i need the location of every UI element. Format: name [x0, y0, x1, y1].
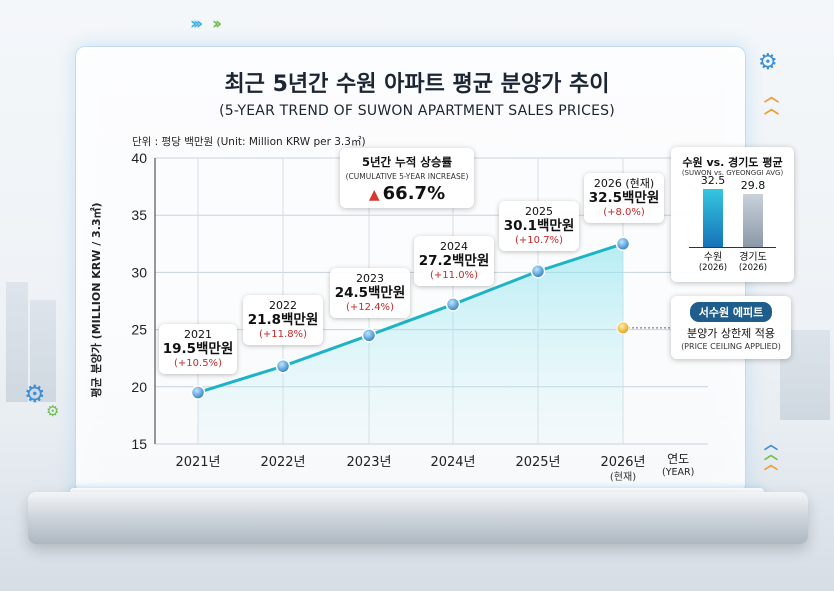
x-tick-sublabel: (현재)	[610, 471, 636, 483]
data-label-change: (+8.0%)	[603, 207, 645, 218]
comparison-category-name: 수원	[703, 252, 723, 263]
x-tick-label: 2023년	[346, 455, 391, 470]
series-line	[197, 242, 624, 394]
y-tick-label: 25	[131, 322, 147, 338]
comparison-category-label: 경기도 (2026)	[731, 252, 775, 274]
background-building	[30, 300, 56, 402]
data-label-year: 2023	[356, 272, 384, 285]
up-triangle-icon: ▲	[368, 187, 380, 203]
data-label-callout: 2022 21.8백만원 (+11.8%)	[243, 295, 323, 345]
comparison-value-label: 32.5	[700, 174, 726, 188]
data-label-value: 21.8백만원	[247, 312, 319, 328]
comparison-title: 수원 vs. 경기도 평균	[682, 156, 783, 169]
data-label-callout: 2025 30.1백만원 (+10.7%)	[499, 201, 579, 251]
price-ceiling-box: 서수원 에피트 분양가 상한제 적용 (PRICE CEILING APPLIE…	[671, 296, 791, 359]
x-tick-label: 2026년	[600, 455, 645, 470]
comparison-subtitle: (SUWON vs. GYEONGGI AVG)	[681, 169, 784, 177]
y-tick-label: 15	[131, 436, 147, 452]
comparison-category-year: (2026)	[738, 263, 768, 273]
data-label-callout: 2021 19.5백만원 (+10.5%)	[159, 324, 237, 374]
data-label-year: 2024	[440, 240, 468, 253]
x-tick-label: 2022년	[260, 455, 305, 470]
cumulative-subtitle: (CUMULATIVE 5-YEAR INCREASE)	[345, 172, 469, 181]
data-point	[275, 358, 291, 374]
data-label-year: 2021	[184, 328, 212, 341]
y-tick-label: 30	[131, 264, 147, 280]
ceiling-badge: 서수원 에피트	[689, 302, 773, 322]
ceiling-line1: 분양가 상한제 적용	[687, 327, 775, 340]
x-tick-label: 2025년	[515, 455, 560, 470]
data-point	[445, 297, 461, 312]
data-point	[190, 385, 206, 400]
data-label-change: (+12.4%)	[346, 302, 394, 313]
y-tick-label: 40	[131, 150, 147, 166]
ceiling-marker	[616, 321, 630, 335]
gear-icon: ⚙	[758, 50, 778, 75]
x-axis-title: 연도 (YEAR)	[662, 452, 694, 480]
data-label-change: (+11.8%)	[259, 329, 307, 340]
data-label-callout: 2024 27.2백만원 (+11.0%)	[414, 236, 494, 286]
cumulative-value: 66.7%	[382, 183, 446, 204]
data-label-year: 2026 (현재)	[593, 177, 655, 190]
cumulative-increase-box: 5년간 누적 상승률 (CUMULATIVE 5-YEAR INCREASE) …	[340, 148, 474, 208]
data-point	[361, 328, 377, 343]
comparison-category-label: 수원 (2026)	[691, 252, 735, 274]
y-tick-label: 20	[131, 379, 147, 395]
comparison-box: 수원 vs. 경기도 평균 (SUWON vs. GYEONGGI AVG) 3…	[671, 147, 794, 282]
chevron-right-icon: ››	[212, 14, 222, 34]
data-label-value: 30.1백만원	[503, 218, 575, 234]
x-axis-title-ko: 연도	[667, 452, 690, 466]
y-tick-label: 35	[131, 207, 147, 223]
comparison-bar	[703, 189, 723, 247]
data-label-change: (+11.0%)	[430, 270, 478, 281]
chart-subtitle: (5-YEAR TREND OF SUWON APARTMENT SALES P…	[219, 103, 615, 119]
comparison-category-year: (2026)	[698, 263, 728, 273]
chevron-up-icon: ︿ ︿ ︿	[764, 437, 778, 473]
comparison-baseline	[689, 247, 776, 248]
x-axis-title-en: (YEAR)	[662, 467, 695, 478]
pedestal	[28, 492, 808, 544]
comparison-bar	[743, 194, 763, 247]
chevron-up-icon: ︿ ︿	[764, 87, 780, 117]
cumulative-title: 5년간 누적 상승률	[361, 155, 453, 169]
gear-icon: ⚙	[46, 402, 60, 420]
ceiling-line2: (PRICE CEILING APPLIED)	[681, 342, 781, 351]
x-tick-label: 2024년	[430, 455, 475, 470]
data-label-value: 24.5백만원	[334, 285, 406, 301]
data-label-year: 2022	[269, 299, 297, 312]
data-label-callout: 2026 (현재) 32.5백만원 (+8.0%)	[584, 173, 664, 223]
comparison-value-label: 29.8	[740, 179, 766, 193]
data-point	[530, 264, 546, 279]
background-building	[6, 282, 28, 402]
data-label-change: (+10.7%)	[515, 235, 563, 246]
data-label-value: 32.5백만원	[588, 190, 660, 206]
gear-icon: ⚙	[24, 380, 46, 408]
comparison-category-name: 경기도	[739, 252, 767, 263]
data-label-value: 19.5백만원	[162, 341, 234, 357]
unit-label: 단위 : 평당 백만원 (Unit: Million KRW per 3.3㎡)	[132, 136, 366, 148]
cumulative-value-row: ▲ 66.7%	[340, 183, 474, 204]
x-tick-label: 2021년	[175, 455, 220, 470]
series-area	[198, 243, 623, 444]
data-label-change: (+10.5%)	[174, 358, 222, 369]
data-label-year: 2025	[525, 205, 553, 218]
data-label-value: 27.2백만원	[418, 253, 490, 269]
chart-title: 최근 5년간 수원 아파트 평균 분양가 추이	[224, 72, 610, 97]
data-label-callout: 2023 24.5백만원 (+12.4%)	[330, 268, 410, 318]
data-point	[615, 236, 631, 252]
